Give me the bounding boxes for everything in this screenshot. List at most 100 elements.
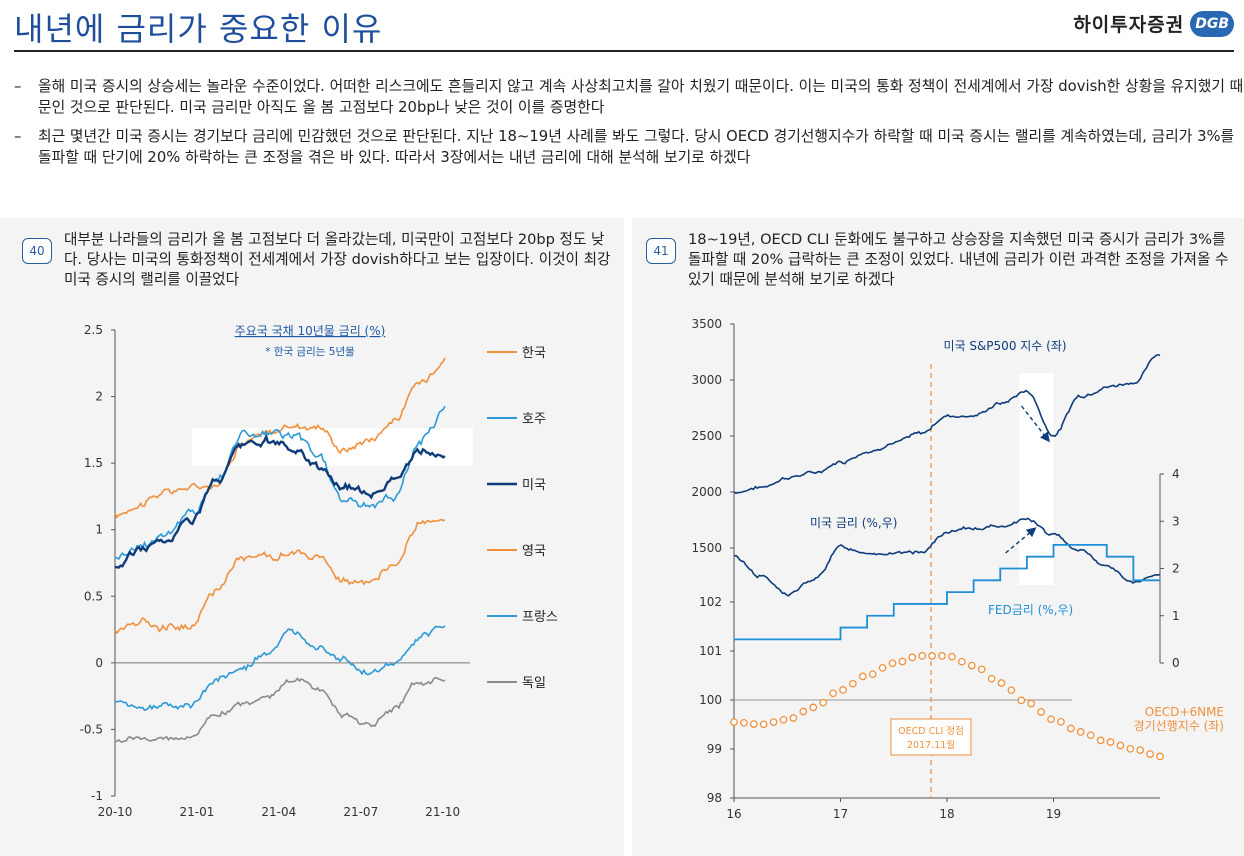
oecd-cli-point (1007, 686, 1016, 695)
series-line-5 (114, 676, 446, 743)
y-tick-label-right: 1 (1172, 609, 1180, 623)
x-tick-label: 20-10 (98, 805, 133, 819)
oecd-cli-point (928, 652, 936, 660)
oecd-cli-point (898, 657, 907, 666)
y-tick-label: 2 (95, 390, 103, 404)
oecd-cli-point (730, 718, 738, 726)
oecd-cli-point (809, 703, 818, 712)
oecd-cli-point (1037, 708, 1045, 716)
y-tick-label-left: 2500 (691, 429, 722, 443)
x-tick-label: 19 (1046, 807, 1061, 821)
y-tick-label-right: 2 (1172, 562, 1180, 576)
y-tick-label: 1 (95, 523, 103, 537)
bullet-item: – 최근 몇년간 미국 증시는 경기보다 금리에 민감했던 것으로 판단된다. … (14, 126, 1244, 168)
legend-label: 독일 (522, 676, 546, 691)
y-tick-label-left: 98 (707, 791, 722, 805)
series-label-us-yield: 미국 금리 (%,우) (810, 516, 897, 530)
y-tick-label: -0.5 (80, 722, 103, 736)
y-tick-label-left: 3500 (691, 317, 722, 331)
oecd-cli-point (1136, 746, 1145, 754)
decline-arrow (1020, 405, 1050, 443)
series-line-1 (114, 405, 446, 561)
annotation-text: 2017.11월 (907, 739, 955, 751)
bullet-item: – 올해 미국 증시의 상승세는 놀라운 수준이었다. 어떠한 리스크에도 흔들… (14, 76, 1244, 118)
oecd-cli-point (769, 718, 778, 726)
sp500-line (733, 353, 1161, 495)
oecd-cli-point (1116, 741, 1125, 750)
oecd-cli-point (849, 679, 857, 688)
oecd-cli-point (759, 720, 768, 729)
figure-number-badge: 40 (22, 238, 52, 264)
y-tick-label-left: 102 (699, 595, 722, 609)
oecd-cli-point (740, 718, 748, 727)
bullet-text: 최근 몇년간 미국 증시는 경기보다 금리에 민감했던 것으로 판단된다. 지난… (38, 128, 1235, 166)
x-tick-label: 16 (726, 807, 741, 821)
oecd-cli-point (918, 652, 927, 660)
legend-label: 호주 (522, 412, 546, 427)
series-label-oecd: 경기선행지수 (좌) (1134, 718, 1224, 733)
x-tick-label: 21-01 (179, 805, 214, 819)
bullet-list: – 올해 미국 증시의 상승세는 놀라운 수준이었다. 어떠한 리스크에도 흔들… (14, 76, 1244, 176)
bullet-text: 올해 미국 증시의 상승세는 놀라운 수준이었다. 어떠한 리스크에도 흔들리지… (38, 78, 1244, 116)
oecd-cli-point (1106, 738, 1115, 746)
oecd-cli-point (779, 715, 788, 724)
oecd-cli-point (1146, 750, 1154, 758)
oecd-cli-point (868, 670, 877, 679)
oecd-cli-point (997, 679, 1006, 687)
brand-logo-icon: DGB (1190, 10, 1234, 37)
oecd-cli-point (1096, 736, 1105, 745)
oecd-cli-point (799, 707, 808, 716)
y-tick-label-left: 100 (699, 693, 722, 707)
y-tick-label-right: 4 (1172, 467, 1180, 481)
y-tick-label-right: 3 (1172, 514, 1180, 528)
oecd-cli-point (1027, 699, 1036, 708)
brand: 하이투자증권 DGB (1073, 10, 1234, 37)
oecd-cli-point (908, 653, 917, 662)
oecd-cli-point (819, 698, 828, 707)
y-tick-label: 0 (95, 656, 103, 670)
oecd-cli-point (1066, 724, 1075, 733)
oecd-cli-point (967, 661, 976, 670)
us-yield-line (733, 517, 1161, 597)
annotation-box (890, 718, 972, 756)
legend-label: 한국 (522, 346, 546, 361)
figure-description: 대부분 나라들의 금리가 올 봄 고점보다 더 올라갔는데, 미국만이 고점보다… (64, 231, 611, 288)
figure-description: 18~19년, OECD CLI 둔화에도 불구하고 상승장을 지속했던 미국 … (688, 231, 1229, 288)
oecd-cli-point (839, 686, 847, 694)
y-tick-label: 1.5 (84, 456, 103, 470)
oecd-cli-point (987, 674, 996, 683)
annotation-text: OECD CLI 정점 (898, 725, 964, 737)
oecd-cli-point (1156, 752, 1164, 761)
oecd-cli-point (977, 665, 986, 674)
y-tick-label-left: 2000 (691, 485, 722, 499)
x-tick-label: 21-04 (261, 805, 296, 819)
oecd-cli-point (749, 720, 758, 728)
oecd-cli-point (1086, 731, 1095, 740)
oecd-cli-point (878, 663, 887, 672)
brand-name: 하이투자증권 (1073, 14, 1185, 36)
chart-panel-41: 4 1 18~19년, OECD CLI 둔화에도 불구하고 상승장을 지속했던 … (632, 218, 1244, 856)
oecd-cli-point (789, 714, 798, 722)
rise-arrow (1005, 527, 1037, 554)
legend-label: 미국 (522, 478, 546, 493)
series-label-fed: FED금리 (%,우) (988, 603, 1073, 617)
oecd-cli-point (1057, 717, 1065, 726)
oecd-cli-point (1047, 715, 1055, 724)
oecd-cli-point (1076, 728, 1085, 736)
bond-yield-chart: 2.5 2 1.5 1 0.5 0 -0.5 -1 20-10 21-01 21-04 21-07 21… (80, 323, 558, 819)
title-divider (14, 50, 1234, 52)
y-tick-label: -1 (91, 789, 103, 803)
y-tick-label-left: 99 (707, 742, 722, 756)
oecd-cli-point (1126, 744, 1135, 753)
legend-label: 프랑스 (522, 610, 558, 625)
bullet-dash: – (14, 128, 22, 145)
oecd-cli-point (858, 672, 867, 681)
y-tick-label: 0.5 (84, 589, 103, 603)
fed-rate-line (734, 543, 1160, 641)
series-line-2 (114, 433, 446, 569)
page-title: 내년에 금리가 중요한 이유 (14, 10, 383, 48)
chart-title: 주요국 국채 10년물 금리 (%) (235, 324, 386, 338)
legend-label: 영국 (522, 544, 546, 559)
x-tick-label: 21-10 (425, 805, 460, 819)
series-line-3 (114, 518, 446, 635)
